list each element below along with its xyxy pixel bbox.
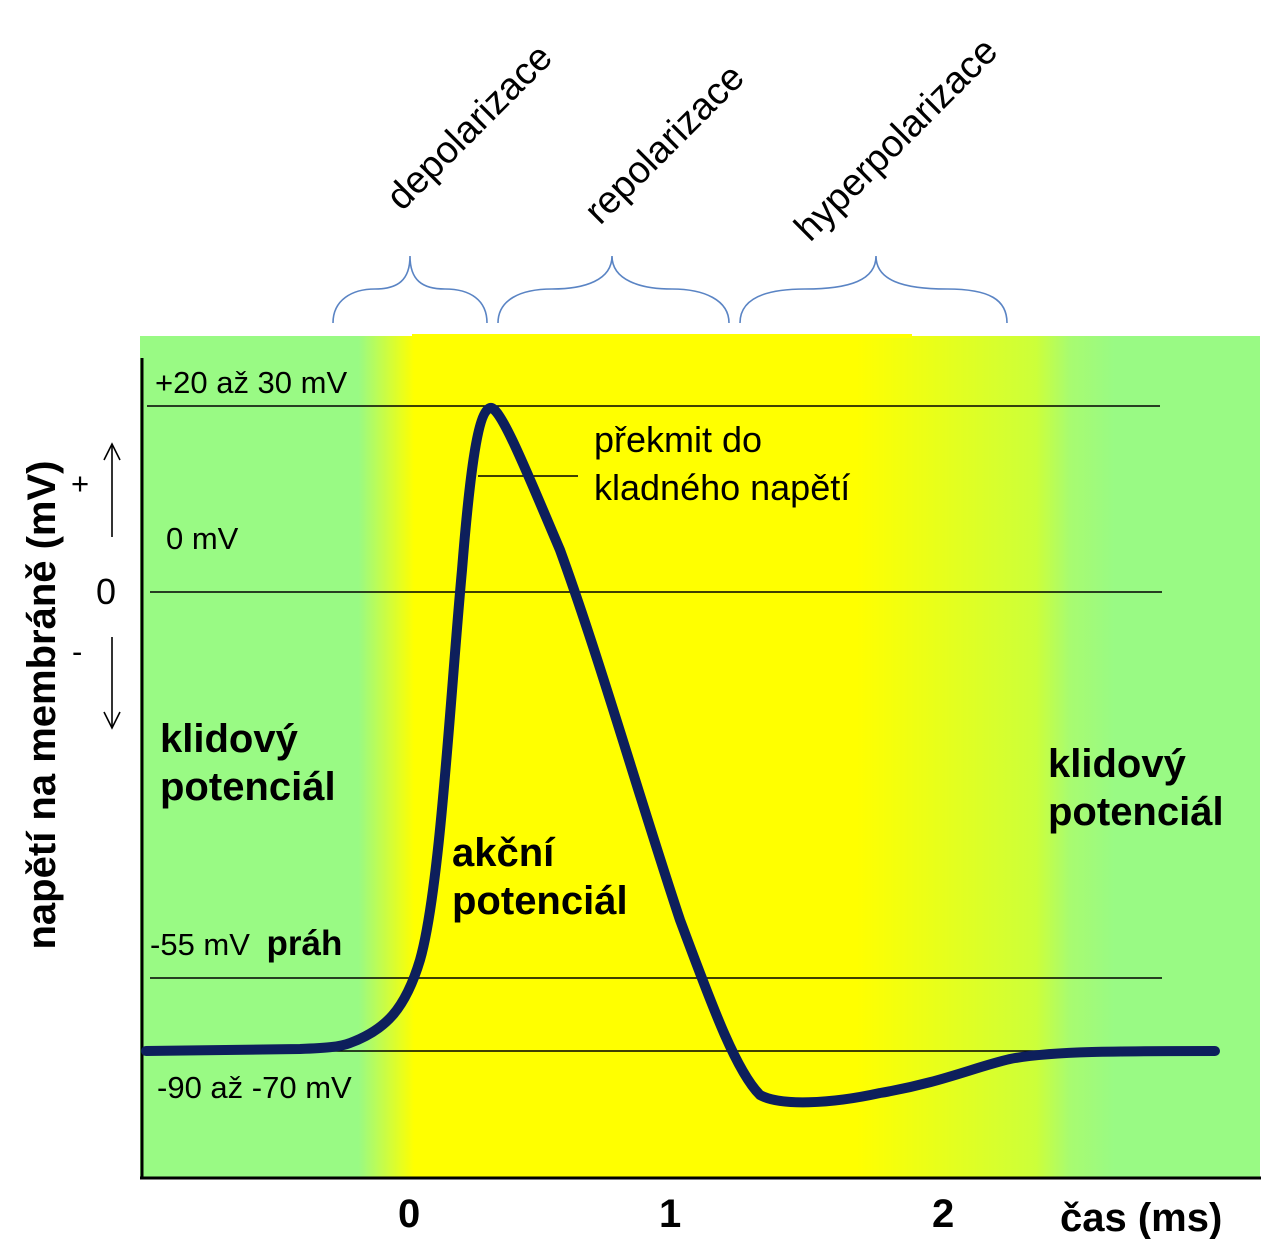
threshold-level-label: -55 mV práh [150,924,342,963]
rest-right-line1: klidový [1048,742,1187,786]
peak-level-label: +20 až 30 mV [155,365,347,400]
zero-mark: 0 [96,571,116,612]
action-potential-curve [141,403,1220,1108]
action-line2: potenciál [452,879,628,923]
rest-left-line2: potenciál [160,765,336,809]
x-tick-0: 0 [398,1192,420,1236]
yellow-top-extension [412,334,912,338]
overshoot-label-line1: překmit do [594,419,762,460]
phase-label-depolarizace: depolarizace [379,36,561,218]
phase-label-repolarizace: repolarizace [577,56,753,232]
minus-sign: - [72,634,82,669]
resting-level-label: -90 až -70 mV [157,1070,352,1105]
x-axis-title: čas (ms) [1060,1196,1222,1239]
threshold-word: práh [267,924,343,963]
up-arrow-icon [103,442,121,461]
y-axis-title: napětí na membráně (mV) [20,460,64,949]
background-zones [140,336,1260,1178]
zero-level-label: 0 mV [166,521,239,556]
rest-right-line2: potenciál [1048,790,1224,834]
brace-hyperpolarizace [739,255,1008,324]
brace-depolarizace [332,255,488,324]
down-arrow-icon [103,711,121,730]
action-line1: akční [452,831,556,875]
x-tick-1: 1 [659,1192,681,1236]
x-tick-2: 2 [932,1192,954,1236]
rest-left-line1: klidový [160,717,299,761]
brace-repolarizace [497,255,730,324]
plus-sign: + [71,466,89,501]
threshold-value: -55 mV [150,927,250,962]
overshoot-label-line2: kladného napětí [594,467,850,508]
phase-label-hyperpolarizace: hyperpolarizace [787,30,1006,249]
